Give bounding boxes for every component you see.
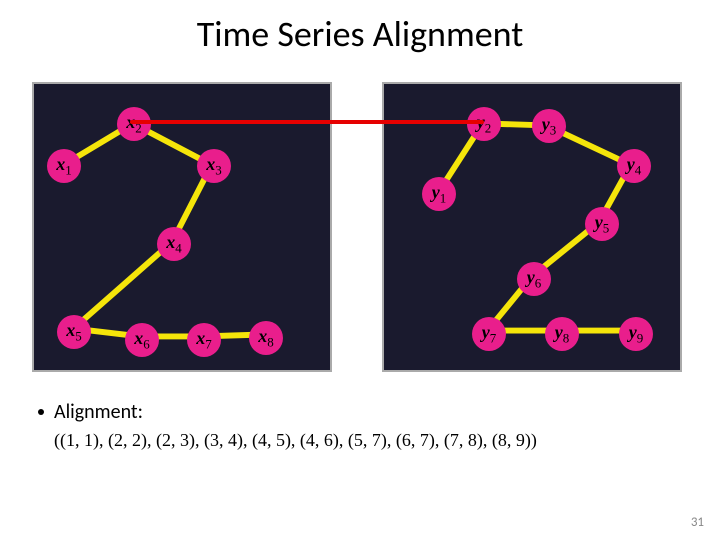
alignment-pairs: ((1, 1), (2, 2), (2, 3), (3, 4), (4, 5),… [54, 430, 537, 451]
diagram-area: x1 x2 x3 x4 x5 x6 x7 x8 y1 y2 y3 y4 y5 y6 y7 y8 y9 [32, 82, 688, 382]
node-label: y8 [555, 322, 570, 347]
left-node-x4: x4 [157, 227, 191, 261]
node-label: x2 [126, 112, 142, 137]
node-label: x6 [134, 328, 150, 353]
right-node-y4: y4 [617, 149, 651, 183]
left-node-x3: x3 [197, 149, 231, 183]
right-node-y7: y7 [472, 317, 506, 351]
left-node-x1: x1 [47, 149, 81, 183]
left-node-x7: x7 [187, 323, 221, 357]
node-label: x7 [196, 328, 212, 353]
node-label: x8 [258, 326, 274, 351]
right-node-y8: y8 [545, 317, 579, 351]
right-node-y6: y6 [517, 262, 551, 296]
right-node-y3: y3 [532, 109, 566, 143]
alignment-text-block: Alignment: ((1, 1), (2, 2), (2, 3), (3, … [38, 400, 537, 451]
node-label: y5 [595, 212, 610, 237]
right-panel: y1 y2 y3 y4 y5 y6 y7 y8 y9 [382, 82, 682, 372]
bullet-label: Alignment: [54, 400, 143, 424]
node-label: x4 [166, 232, 182, 257]
node-label: x5 [66, 320, 82, 345]
node-label: y1 [432, 182, 447, 207]
right-node-y5: y5 [585, 207, 619, 241]
node-label: y9 [629, 322, 644, 347]
node-label: y3 [542, 114, 557, 139]
right-node-y9: y9 [619, 317, 653, 351]
node-label: x3 [206, 154, 222, 179]
node-label: y7 [482, 322, 497, 347]
right-node-y1: y1 [422, 177, 456, 211]
node-label: y2 [477, 112, 492, 137]
node-label: x1 [56, 154, 72, 179]
bullet-icon [38, 409, 44, 415]
left-node-x8: x8 [249, 321, 283, 355]
right-node-y2: y2 [467, 107, 501, 141]
left-node-x6: x6 [125, 323, 159, 357]
node-label: y4 [627, 154, 642, 179]
page-title: Time Series Alignment [0, 0, 720, 56]
left-panel: x1 x2 x3 x4 x5 x6 x7 x8 [32, 82, 332, 372]
node-label: y6 [527, 267, 542, 292]
left-node-x2: x2 [117, 107, 151, 141]
slide-number: 31 [691, 515, 704, 530]
left-node-x5: x5 [57, 315, 91, 349]
